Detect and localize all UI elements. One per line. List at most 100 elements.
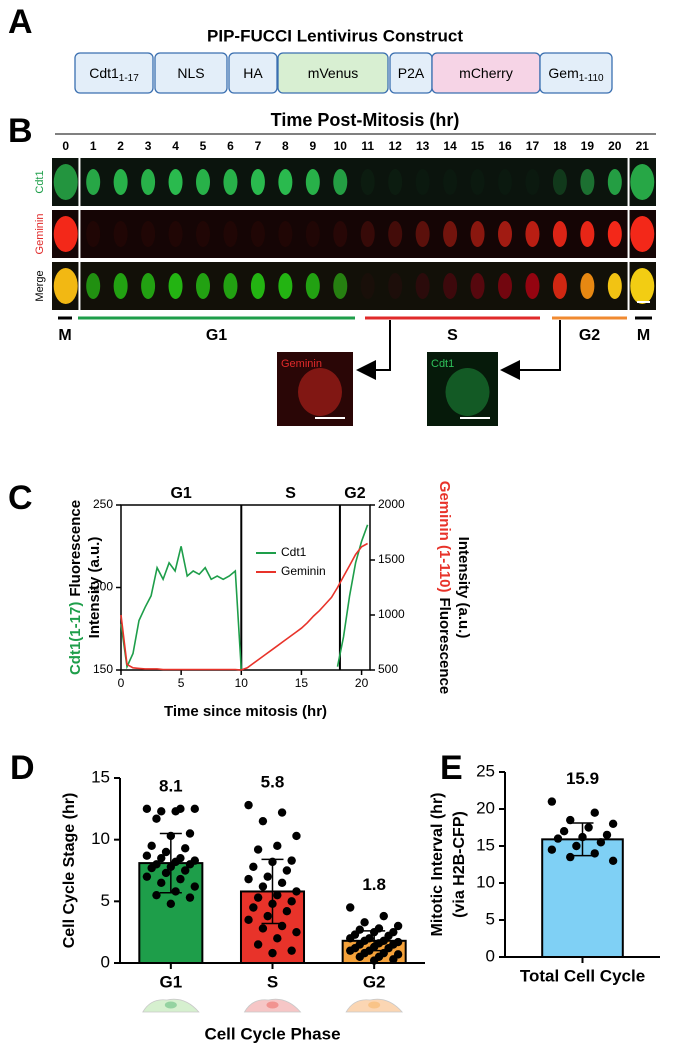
data-point bbox=[393, 921, 403, 931]
panel-b: B Time Post-Mitosis (hr)0 1 2 3 4 5 6 7 8 9 10 11 12 1… bbox=[8, 110, 656, 426]
segment-label: Cdt11-17 bbox=[89, 65, 139, 84]
cell-image bbox=[305, 273, 320, 299]
construct-segment bbox=[539, 52, 613, 94]
data-point bbox=[277, 878, 287, 888]
y-axis-label: Cell Cycle Stage (hr) bbox=[61, 793, 78, 949]
data-point bbox=[258, 816, 268, 826]
y2-tick-label: 2000 bbox=[378, 497, 405, 511]
cell-image bbox=[607, 169, 622, 195]
y-tick-label: 10 bbox=[91, 829, 110, 848]
segment-name: mCherry bbox=[459, 65, 513, 81]
data-point bbox=[152, 814, 161, 823]
data-point bbox=[287, 897, 296, 906]
data-point bbox=[185, 860, 195, 869]
construct-segment bbox=[74, 52, 154, 94]
y-axis-label: Mitotic Interval (hr) bbox=[429, 792, 446, 936]
data-point bbox=[292, 927, 301, 937]
cell-nucleus bbox=[368, 1001, 381, 1009]
time-label: 5 bbox=[200, 139, 207, 153]
data-point bbox=[282, 907, 292, 916]
axis-label-text: Fluorescence bbox=[436, 597, 453, 694]
data-point bbox=[171, 887, 180, 896]
data-point bbox=[244, 915, 253, 925]
cell-image bbox=[443, 169, 457, 195]
data-point bbox=[346, 934, 355, 943]
error-bar bbox=[159, 832, 182, 894]
data-point bbox=[292, 887, 301, 896]
axis-label-colored: Cdt1(1-17) bbox=[67, 602, 84, 675]
segment-label: Gem1-110 bbox=[548, 65, 604, 84]
data-point bbox=[147, 841, 156, 851]
cell-image bbox=[416, 169, 430, 195]
inset-cell bbox=[445, 368, 490, 416]
y-tick-label: 20 bbox=[476, 798, 495, 817]
cell-image bbox=[525, 273, 540, 299]
data-point bbox=[157, 853, 166, 863]
data-point bbox=[273, 841, 282, 851]
time-title: Time Post-Mitosis (hr) bbox=[271, 110, 460, 130]
data-point bbox=[152, 890, 161, 900]
time-label: 12 bbox=[389, 139, 403, 153]
cell-image bbox=[388, 221, 403, 247]
value-label: 1.8 bbox=[362, 875, 386, 894]
y-tick-label: 5 bbox=[486, 909, 495, 928]
data-point bbox=[157, 878, 166, 888]
phase-label: M bbox=[637, 327, 650, 344]
axis-label-line2: Intensity (a.u.) bbox=[455, 537, 472, 639]
value-label: 8.1 bbox=[159, 776, 183, 795]
cell-image bbox=[250, 169, 265, 195]
bar bbox=[541, 838, 624, 959]
channel-label: Merge bbox=[34, 270, 46, 301]
x-tick-label: S bbox=[267, 972, 278, 991]
axis-label: Cdt1(1-17) Fluorescence bbox=[67, 500, 84, 675]
cell-image bbox=[168, 169, 183, 195]
cell-image bbox=[141, 221, 156, 247]
time-label: 17 bbox=[526, 139, 540, 153]
panel-label: A bbox=[8, 3, 33, 41]
error-bar bbox=[261, 858, 284, 925]
x-axis-label: Time since mitosis (hr) bbox=[164, 703, 327, 720]
segment-name: Gem bbox=[548, 65, 578, 81]
y-tick-label: 25 bbox=[476, 761, 495, 780]
cell-image bbox=[196, 169, 210, 195]
y2-tick-label: 500 bbox=[378, 662, 398, 676]
data-point bbox=[596, 838, 606, 847]
cell-image bbox=[168, 273, 183, 299]
time-label: 11 bbox=[361, 139, 374, 153]
data-point bbox=[258, 882, 268, 891]
y2-tick-label: 1000 bbox=[378, 607, 405, 621]
cell-image bbox=[498, 221, 512, 247]
data-point bbox=[185, 893, 195, 902]
x-axis-label: Cell Cycle Phase bbox=[204, 1024, 340, 1043]
time-label: 19 bbox=[581, 139, 595, 153]
data-point bbox=[185, 829, 195, 838]
error-bar bbox=[571, 822, 594, 857]
inset-label: Geminin bbox=[281, 358, 322, 370]
data-point bbox=[147, 863, 156, 873]
x-tick-label: Total Cell Cycle bbox=[520, 966, 645, 985]
construct-segment bbox=[228, 52, 278, 94]
data-point bbox=[287, 856, 296, 865]
data-point bbox=[181, 844, 190, 853]
construct-segment bbox=[277, 52, 389, 94]
data-point bbox=[360, 918, 369, 927]
data-point bbox=[263, 911, 272, 921]
cell-image bbox=[580, 273, 595, 299]
cell-image bbox=[388, 273, 403, 299]
x-tick-label: 20 bbox=[355, 676, 369, 690]
time-label: 9 bbox=[309, 139, 316, 153]
time-label: 7 bbox=[255, 139, 262, 153]
arrow bbox=[356, 320, 391, 380]
data-point bbox=[249, 862, 258, 871]
y-tick-label: 150 bbox=[93, 662, 113, 676]
phase-label: M bbox=[58, 327, 71, 344]
data-point bbox=[166, 899, 176, 908]
data-point bbox=[263, 872, 272, 881]
data-point bbox=[553, 834, 563, 843]
time-label: 21 bbox=[636, 139, 650, 153]
cell-image bbox=[196, 221, 210, 247]
cell-image bbox=[415, 221, 430, 247]
cell-image bbox=[305, 169, 320, 195]
data-point bbox=[389, 955, 398, 964]
